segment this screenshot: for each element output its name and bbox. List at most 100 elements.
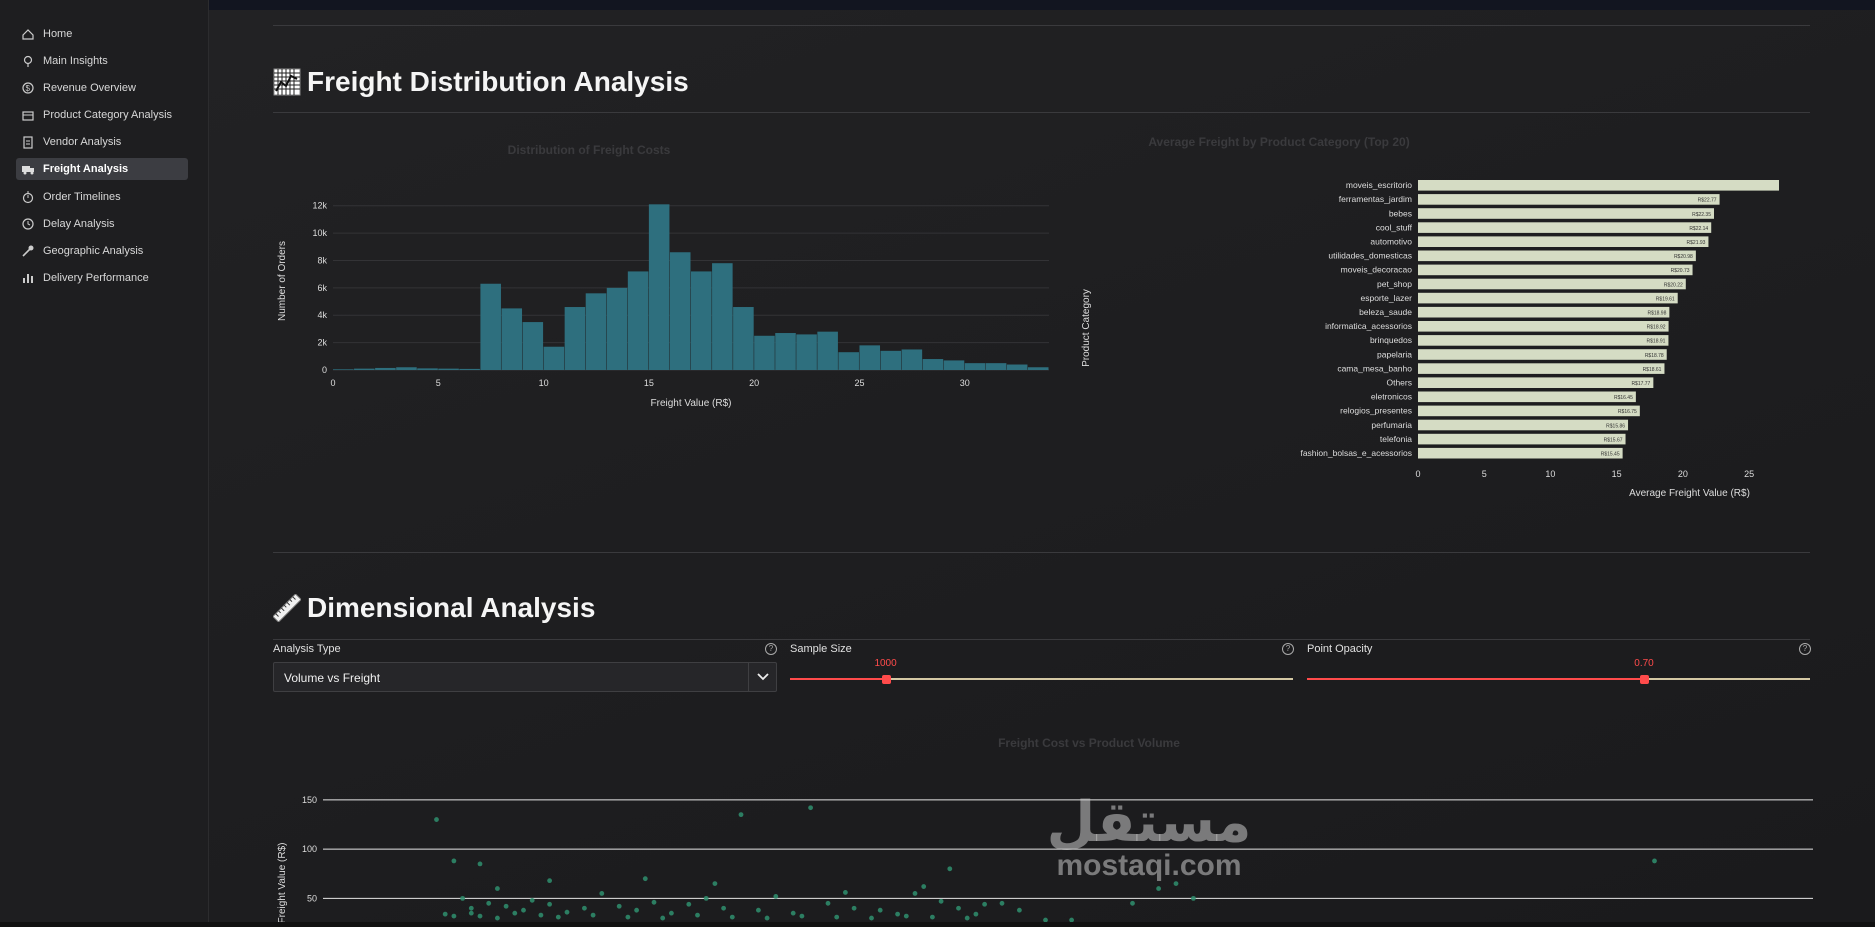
bar-data-label: R$22.77 <box>1698 198 1717 204</box>
chart-title: Freight Cost vs Product Volume <box>998 736 1180 750</box>
category-bar <box>1418 335 1669 346</box>
sidebar-item-geographic-analysis[interactable]: Geographic Analysis <box>16 240 188 262</box>
histogram-bar <box>922 359 944 370</box>
bar-data-label: R$21.93 <box>1687 240 1706 246</box>
bar-data-label: R$20.98 <box>1674 254 1693 260</box>
analysis-type-select[interactable]: Volume vs Freight <box>273 662 777 692</box>
category-bar <box>1418 250 1696 262</box>
histogram-bar <box>669 252 691 370</box>
category-bar <box>1418 377 1654 388</box>
sidebar-item-order-timelines[interactable]: Order Timelines <box>16 186 188 208</box>
x-tick-label: 0 <box>1415 469 1420 479</box>
y-tick-label: 100 <box>302 844 317 854</box>
bar-data-label: R$15.86 <box>1606 423 1625 429</box>
histogram-bar <box>606 287 628 370</box>
scatter-point <box>538 912 544 918</box>
sidebar-item-product-category-analysis[interactable]: Product Category Analysis <box>16 104 188 126</box>
svg-text:$: $ <box>26 84 31 93</box>
scatter-point <box>921 884 927 889</box>
y-tick-label: 50 <box>307 893 317 903</box>
scatter-point <box>686 901 692 907</box>
scatter-point <box>651 899 657 905</box>
freight-histogram-chart[interactable]: 0 2k 4k 6k 8k 10k 12k 0 5 10 15 20 25 30 Freight Value… <box>273 180 1073 420</box>
histogram-bar <box>838 352 859 370</box>
sidebar-item-delay-analysis[interactable]: Delay Analysis <box>16 213 188 235</box>
scatter-point <box>616 903 622 909</box>
category-label: relogios_presentes <box>1340 406 1412 416</box>
sidebar-item-home[interactable]: Home <box>16 23 188 45</box>
category-label: telefonia <box>1380 434 1412 444</box>
scatter-point <box>930 914 935 920</box>
histogram-bar <box>522 322 544 370</box>
scatter-point <box>834 914 840 920</box>
category-bar <box>1418 306 1670 318</box>
histogram-bar <box>901 349 923 370</box>
avg-freight-by-category-chart[interactable]: moveis_escritorioR$40.55ferramentas_jard… <box>1059 170 1779 505</box>
bar-data-label: R$18.92 <box>1647 325 1666 331</box>
home-icon <box>18 27 38 41</box>
help-icon[interactable]: ? <box>1799 643 1811 655</box>
x-tick-label: 0 <box>330 378 335 388</box>
scatter-point <box>808 805 813 811</box>
x-tick-label: 5 <box>436 378 441 388</box>
freight-vs-volume-scatter-chart[interactable]: 50 100 150 Freight Value (R$) <box>273 780 1813 927</box>
help-icon[interactable]: ? <box>1282 643 1294 655</box>
section-title-text: Dimensional Analysis <box>307 592 596 623</box>
sidebar-item-revenue-overview[interactable]: $ Revenue Overview <box>16 77 188 99</box>
chevron-down-icon[interactable] <box>748 663 776 691</box>
category-bar <box>1418 447 1623 459</box>
scatter-point <box>442 911 448 917</box>
category-label: cama_mesa_banho <box>1337 363 1412 373</box>
scatter-point <box>851 905 857 911</box>
scatter-point <box>564 909 570 915</box>
help-icon[interactable]: ? <box>765 643 777 655</box>
category-label: ferramentas_jardim <box>1339 194 1412 204</box>
histogram-bar <box>1006 364 1028 370</box>
category-bar <box>1418 349 1667 360</box>
scatter-point <box>1069 917 1074 923</box>
histogram-bar <box>943 360 965 370</box>
bar-data-label: R$20.22 <box>1664 282 1683 288</box>
category-bar <box>1418 405 1640 417</box>
histogram-bar <box>754 335 775 370</box>
histogram-bar <box>817 331 838 370</box>
scatter-point <box>1652 858 1657 864</box>
point-opacity-value: 0.70 <box>1634 658 1654 669</box>
sidebar-item-label: Product Category Analysis <box>43 109 173 121</box>
point-opacity-slider-thumb[interactable] <box>1640 675 1649 684</box>
category-label: brinquedos <box>1370 335 1412 345</box>
sidebar-item-vendor-analysis[interactable]: Vendor Analysis <box>16 131 188 153</box>
histogram-bar <box>585 293 607 370</box>
sidebar-item-delivery-performance[interactable]: Delivery Performance <box>16 267 188 289</box>
scatter-point <box>938 898 944 904</box>
histogram-bar <box>375 367 396 370</box>
scatter-point <box>877 907 883 913</box>
bar-data-label: R$17.77 <box>1631 381 1650 387</box>
histogram-bar <box>459 368 480 370</box>
sidebar-item-label: Freight Analysis <box>43 163 129 175</box>
insights-icon <box>18 54 38 68</box>
histogram-bar <box>648 204 670 370</box>
category-bar <box>1418 222 1712 233</box>
grid-chart-icon <box>273 68 301 96</box>
bar-data-label: R$19.61 <box>1656 296 1675 302</box>
sample-size-slider-thumb[interactable] <box>881 675 891 684</box>
scatter-point <box>869 915 874 921</box>
section-title-dimensional: Dimensional Analysis <box>273 592 595 624</box>
scatter-point <box>773 894 779 899</box>
y-tick-label: 8k <box>317 255 327 265</box>
category-label: fashion_bolsas_e_acessorios <box>1300 448 1412 458</box>
main-content: Freight Distribution Analysis Distributi… <box>209 0 1875 927</box>
scatter-point <box>495 886 500 891</box>
x-tick-label: 30 <box>960 378 970 388</box>
sidebar-item-main-insights[interactable]: Main Insights <box>16 50 188 72</box>
sample-size-slider-track[interactable] <box>790 678 1293 680</box>
histogram-bar <box>712 263 733 370</box>
sample-size-value: 1000 <box>874 658 897 669</box>
section-title-text: Freight Distribution Analysis <box>307 66 689 97</box>
scatter-point <box>843 890 848 895</box>
scatter-point <box>460 895 465 901</box>
x-axis-label: Average Freight Value (R$) <box>1629 488 1750 499</box>
x-tick-label: 5 <box>1482 469 1487 479</box>
sidebar-item-freight-analysis[interactable]: Freight Analysis <box>16 158 188 180</box>
